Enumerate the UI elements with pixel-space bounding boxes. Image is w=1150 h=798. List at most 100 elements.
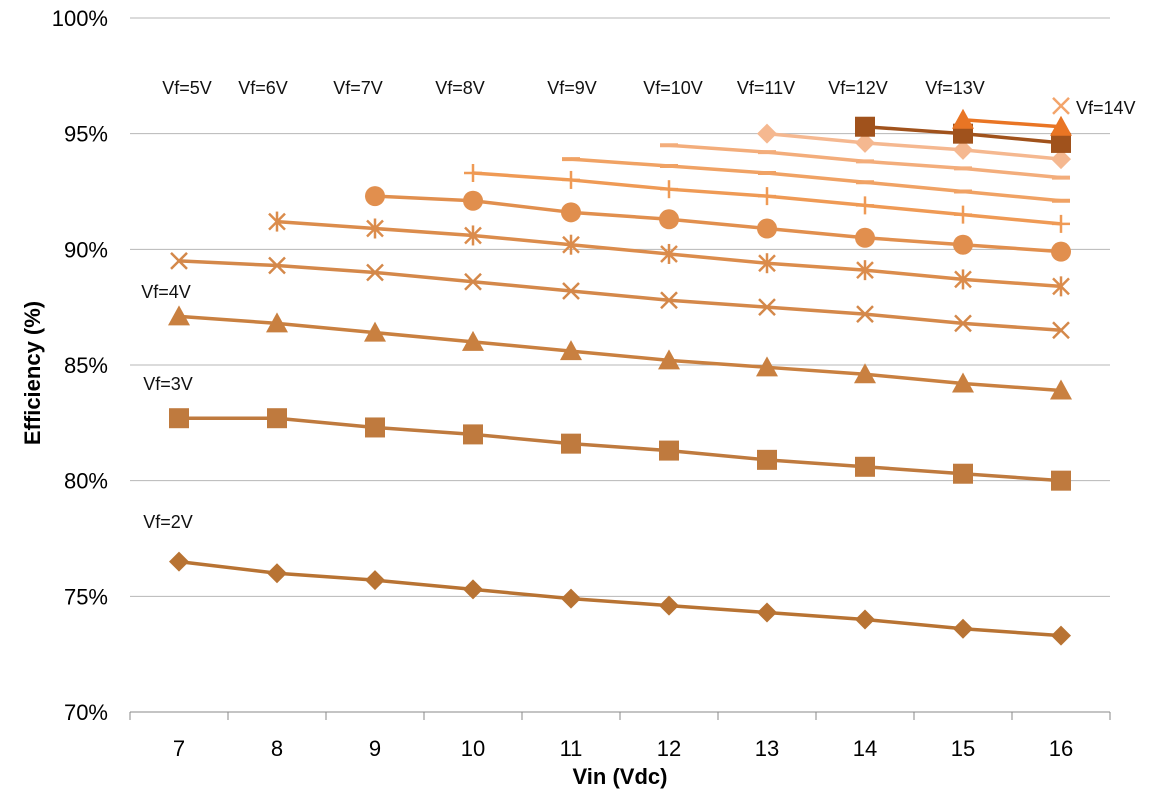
series-line [178,314,1062,393]
data-point-stroke [1052,321,1070,340]
x-axis-title: Vin (Vdc) [573,764,668,789]
data-point [856,305,874,323]
x-tick-label: 13 [755,736,779,761]
data-point [266,312,288,333]
data-point [758,187,776,206]
series-label: Vf=7V [333,78,383,98]
data-point [756,356,778,377]
data-point-stroke [170,252,188,270]
series-label: Vf=4V [141,282,191,302]
data-point [659,440,679,461]
series-Vf=7V [365,186,1071,262]
data-point [463,190,483,211]
data-point [757,449,777,470]
data-point [854,363,876,384]
series-label: Vf=12V [828,78,888,98]
data-point [855,132,875,153]
data-point [952,372,974,393]
data-point [660,180,678,199]
data-point [365,570,385,591]
data-point [855,456,875,477]
series-Vf=11V [757,123,1071,170]
y-tick-label: 80% [64,469,108,494]
data-point-stroke [1052,97,1070,115]
data-point [365,186,385,207]
data-point-stroke [856,305,874,323]
series-label: Vf=11V [737,78,795,98]
series-Vf=5V [170,252,1070,340]
data-point-stroke [954,314,972,333]
data-point [366,218,384,239]
series-group [168,97,1072,646]
y-tick-label: 85% [64,353,108,378]
data-point [1051,132,1071,153]
data-point [464,225,482,246]
series-Vf=4V [168,305,1072,400]
data-point [758,253,776,274]
data-point [953,463,973,484]
series-Vf=8V [464,163,1070,233]
x-tick-label: 10 [461,736,485,761]
data-point [954,269,972,290]
data-point [1051,625,1071,646]
data-point [1052,97,1070,115]
data-point [267,563,287,584]
series-line [766,131,1062,161]
data-point [462,330,484,351]
data-point [1052,214,1070,233]
data-point [366,263,384,282]
data-point [464,163,482,182]
data-point [855,116,875,137]
data-point [952,108,974,129]
x-tick-label: 12 [657,736,681,761]
series-label: Vf=8V [435,78,485,98]
series-labels: Vf=2V Vf=3V Vf=4V Vf=5V Vf=6V Vf=7V Vf=8V Vf=9V… [141,78,1135,532]
series-label: Vf=6V [238,78,288,98]
data-point [856,196,874,215]
x-tick-label: 14 [853,736,877,761]
data-point [561,433,581,454]
data-point [267,408,287,429]
series-label: Vf=10V [643,78,703,98]
data-point-stroke [464,272,482,291]
data-point [658,349,680,370]
data-point [1051,241,1071,262]
data-point [855,227,875,248]
y-tick-label: 90% [64,237,108,262]
data-point [660,291,678,310]
series-Vf=2V [169,551,1071,646]
x-tick-label: 9 [369,736,381,761]
series-Vf=10V [660,143,1070,180]
series-label: Vf=14V [1076,98,1136,118]
data-point [954,314,972,333]
data-point [1052,321,1070,340]
data-point [364,321,386,342]
data-point [1051,470,1071,491]
data-point-stroke [366,263,384,282]
data-point [464,272,482,291]
data-point [463,579,483,600]
x-tick-label: 11 [560,736,583,761]
data-point [1051,149,1071,170]
data-point [561,202,581,223]
series-line [962,118,1062,129]
series-line [570,157,1062,203]
x-tick-label: 16 [1049,736,1073,761]
series-Vf=3V [169,408,1071,491]
data-point [365,417,385,438]
data-point [168,305,190,326]
data-point [562,282,580,300]
data-point [562,234,580,255]
data-point [659,595,679,616]
series-line [374,194,1062,254]
data-point [1052,276,1070,297]
data-point [562,170,580,189]
series-label: Vf=3V [143,374,193,394]
series-Vf=13V [952,108,1072,136]
series-label: Vf=5V [162,78,212,98]
series-label: Vf=9V [547,78,597,98]
y-tick-label: 75% [64,584,108,609]
data-point [268,256,286,275]
data-point [856,260,874,281]
